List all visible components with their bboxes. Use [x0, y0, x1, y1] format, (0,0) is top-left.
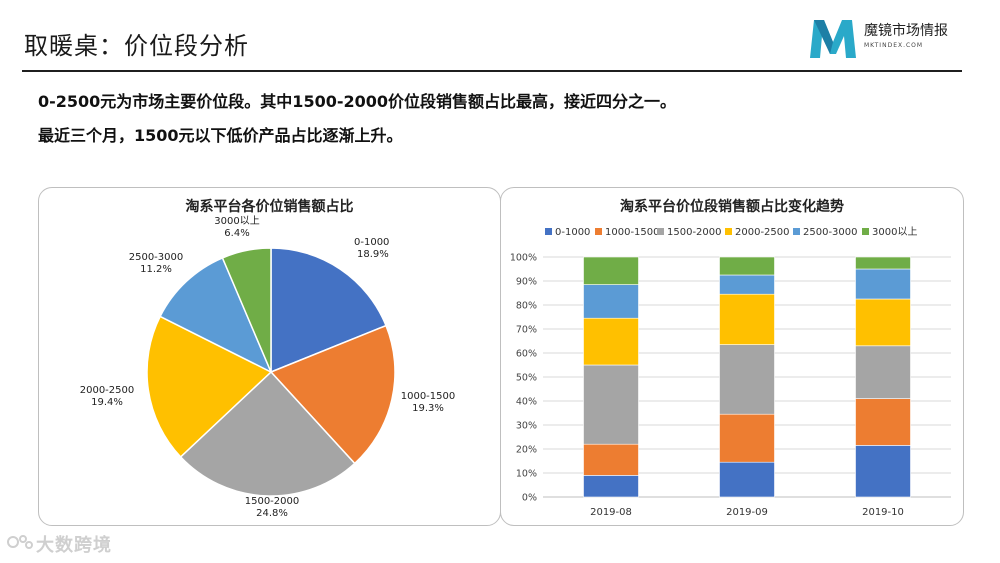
pie-slice-1500-2000 [179, 370, 356, 497]
watermark-text: 大数跨境 [36, 535, 112, 556]
bar-segment-2019-09-2000-2500 [719, 293, 775, 345]
brand-logo: 魔镜市场情报 MKTINDEX.COM [806, 14, 966, 62]
y-tick-label: 100% [510, 253, 537, 264]
logo-m-icon [810, 20, 856, 58]
page-title: 取暖桌：价位段分析 [24, 32, 249, 60]
logo-subtext: MKTINDEX.COM [864, 42, 924, 49]
y-tick-label: 30% [516, 421, 537, 432]
legend-label: 3000以上 [872, 226, 917, 238]
x-tick-label: 2019-08 [590, 507, 632, 518]
pie-slice-2000-2500 [146, 315, 273, 458]
bar-segment-2019-09-0-1000 [719, 461, 775, 498]
legend-swatch [862, 228, 869, 235]
y-tick-label: 90% [516, 277, 537, 288]
legend-label: 1500-2000 [667, 227, 722, 238]
y-tick-label: 70% [516, 325, 537, 336]
pie-slice-3000以上 [221, 247, 272, 373]
stacked-bar-chart: 0-1000 1000-1500 1500-2000 2000-2500 2500-30… [510, 226, 951, 518]
y-tick-label: 80% [516, 301, 537, 312]
legend-label: 1000-1500 [605, 227, 660, 238]
y-tick-label: 40% [516, 397, 537, 408]
legend-label: 0-1000 [555, 227, 590, 238]
pie-label-percent: 24.8% [256, 508, 288, 519]
bar-segment-2019-10-1000-1500 [855, 398, 911, 446]
pie-label-percent: 19.4% [91, 397, 123, 408]
y-tick-label: 50% [516, 373, 537, 384]
legend-label: 2500-3000 [803, 227, 858, 238]
x-tick-label: 2019-10 [862, 507, 904, 518]
watermark-icon [7, 535, 33, 549]
logo-text: 魔镜市场情报 [864, 23, 948, 39]
summary-line-2: 最近三个月，1500元以下低价产品占比逐渐上升。 [38, 126, 403, 145]
pie-label-category: 3000以上 [214, 215, 259, 227]
bar-segment-2019-08-2500-3000 [583, 284, 639, 319]
summary-line-1: 0-2500元为市场主要价位段。其中1500-2000价位段销售额占比最高，接近… [38, 92, 677, 111]
bar-segment-2019-10-2500-3000 [855, 268, 911, 300]
legend-label: 2000-2500 [735, 227, 790, 238]
y-tick-label: 20% [516, 445, 537, 456]
y-tick-label: 0% [522, 493, 537, 504]
pie-label-category: 1000-1500 [401, 391, 456, 402]
bar-segment-2019-09-1500-2000 [719, 344, 775, 415]
x-tick-label: 2019-09 [726, 507, 768, 518]
pie-slice-0-1000 [270, 247, 387, 374]
bar-chart-title: 淘系平台价位段销售额占比变化趋势 [620, 199, 844, 215]
bar-segment-2019-08-1500-2000 [583, 364, 639, 445]
bar-segment-2019-08-2000-2500 [583, 317, 639, 366]
bar-segment-2019-09-2500-3000 [719, 274, 775, 295]
bar-segment-2019-10-2000-2500 [855, 298, 911, 347]
bar-segment-2019-10-1500-2000 [855, 345, 911, 399]
bar-segment-2019-09-3000以上 [719, 256, 775, 276]
legend-swatch [595, 228, 602, 235]
pie-label-percent: 11.2% [140, 264, 172, 275]
pie-label-category: 0-1000 [354, 237, 389, 248]
pie-label-category: 1500-2000 [245, 496, 300, 507]
bar-segment-2019-09-1000-1500 [719, 413, 775, 463]
pie-chart-title: 淘系平台各价位销售额占比 [185, 199, 354, 215]
legend-swatch [657, 228, 664, 235]
legend-swatch [545, 228, 552, 235]
y-tick-label: 60% [516, 349, 537, 360]
pie-label-category: 2000-2500 [80, 385, 135, 396]
bar-segment-2019-10-3000以上 [855, 256, 911, 270]
bar-segment-2019-08-0-1000 [583, 475, 639, 498]
bar-segment-2019-08-3000以上 [583, 256, 639, 285]
legend-swatch [725, 228, 732, 235]
pie-slice-2500-3000 [159, 256, 273, 374]
pie-label-category: 2500-3000 [129, 252, 184, 263]
legend-swatch [793, 228, 800, 235]
bar-chart-panel: 淘系平台价位段销售额占比变化趋势 0-1000 1000-1500 1500-200… [500, 187, 964, 526]
bar-segment-2019-10-0-1000 [855, 445, 911, 498]
pie-chart-panel: 淘系平台各价位销售额占比 0-1000 18.9% 1000-1500 19.3% 15… [38, 187, 501, 526]
pie-label-percent: 6.4% [224, 228, 249, 239]
title-divider [22, 70, 962, 72]
pie-label-percent: 19.3% [412, 403, 444, 414]
pie-slice-1000-1500 [269, 324, 396, 465]
y-tick-label: 10% [516, 469, 537, 480]
pie-label-percent: 18.9% [357, 249, 389, 260]
bar-segment-2019-08-1000-1500 [583, 443, 639, 476]
